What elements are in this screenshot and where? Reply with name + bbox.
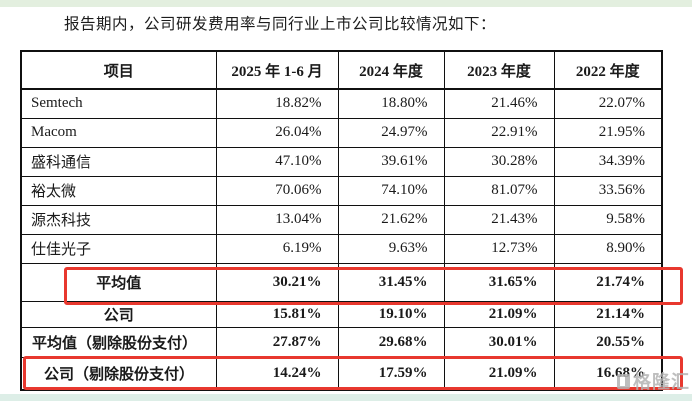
row-value: 24.97% — [337, 117, 445, 148]
table-row-average: 平均值 30.21% 31.45% 31.65% 21.74% — [20, 262, 663, 302]
row-label: Semtech — [20, 88, 217, 119]
row-value: 30.21% — [215, 262, 339, 302]
row-value: 9.63% — [337, 233, 445, 264]
row-value: 70.06% — [215, 175, 339, 206]
row-value: 21.14% — [553, 300, 663, 328]
row-value: 9.58% — [553, 204, 663, 235]
table-row-yutai: 裕太微 70.06% 74.10% 81.07% 33.56% — [20, 175, 663, 206]
bottom-accent-bar — [0, 394, 692, 401]
row-label: 平均值 — [20, 262, 217, 302]
row-label: 仕佳光子 — [20, 233, 217, 264]
row-value: 18.80% — [337, 88, 445, 119]
table-row-shengke: 盛科通信 47.10% 39.61% 30.28% 34.39% — [20, 146, 663, 177]
row-value: 39.61% — [337, 146, 445, 177]
header-cell-2025h1: 2025 年 1-6 月 — [215, 50, 339, 90]
row-value: 30.28% — [443, 146, 555, 177]
header-cell-item: 项目 — [20, 50, 217, 90]
row-value: 14.24% — [215, 356, 339, 391]
row-label: Macom — [20, 117, 217, 148]
table-row-company: 公司 15.81% 19.10% 21.09% 21.14% — [20, 300, 663, 328]
row-value: 22.07% — [553, 88, 663, 119]
row-value: 74.10% — [337, 175, 445, 206]
row-label: 裕太微 — [20, 175, 217, 206]
header-cell-2022: 2022 年度 — [553, 50, 663, 90]
row-value: 18.82% — [215, 88, 339, 119]
table-row-macom: Macom 26.04% 24.97% 22.91% 21.95% — [20, 117, 663, 148]
watermark: 格隆汇 — [617, 368, 690, 394]
row-value: 47.10% — [215, 146, 339, 177]
row-value: 19.10% — [337, 300, 445, 328]
row-value: 21.09% — [443, 356, 555, 391]
watermark-text: 格隆汇 — [633, 372, 690, 392]
row-value: 21.62% — [337, 204, 445, 235]
table-header-row: 项目 2025 年 1-6 月 2024 年度 2023 年度 2022 年度 — [20, 50, 663, 90]
table-row-average-ex-sbc: 平均值（剔除股份支付） 27.87% 29.68% 30.01% 20.55% — [20, 326, 663, 358]
row-value: 21.74% — [553, 262, 663, 302]
row-value: 34.39% — [553, 146, 663, 177]
row-value: 17.59% — [337, 356, 445, 391]
row-value: 27.87% — [215, 326, 339, 358]
row-label: 平均值（剔除股份支付） — [20, 326, 217, 358]
header-cell-2023: 2023 年度 — [443, 50, 555, 90]
gelonghui-logo-icon — [617, 373, 630, 389]
row-value: 16.68% — [553, 356, 663, 391]
table-row-yuanjie: 源杰科技 13.04% 21.62% 21.43% 9.58% — [20, 204, 663, 235]
row-value: 12.73% — [443, 233, 555, 264]
row-value: 21.09% — [443, 300, 555, 328]
row-label: 公司 — [20, 300, 217, 328]
row-label: 源杰科技 — [20, 204, 217, 235]
row-value: 29.68% — [337, 326, 445, 358]
row-value: 30.01% — [443, 326, 555, 358]
row-value: 33.56% — [553, 175, 663, 206]
row-value: 21.46% — [443, 88, 555, 119]
row-value: 26.04% — [215, 117, 339, 148]
row-label: 盛科通信 — [20, 146, 217, 177]
table-row-company-ex-sbc: 公司（剔除股份支付） 14.24% 17.59% 21.09% 16.68% — [20, 356, 663, 391]
row-value: 31.65% — [443, 262, 555, 302]
row-value: 21.95% — [553, 117, 663, 148]
row-value: 31.45% — [337, 262, 445, 302]
row-label: 公司（剔除股份支付） — [20, 356, 217, 391]
rd-expense-comparison-table: 项目 2025 年 1-6 月 2024 年度 2023 年度 2022 年度 … — [20, 50, 663, 391]
row-value: 22.91% — [443, 117, 555, 148]
header-cell-2024: 2024 年度 — [337, 50, 445, 90]
row-value: 20.55% — [553, 326, 663, 358]
row-value: 6.19% — [215, 233, 339, 264]
top-accent-bar — [0, 0, 692, 7]
row-value: 81.07% — [443, 175, 555, 206]
row-value: 21.43% — [443, 204, 555, 235]
page-title: 报告期内，公司研发费用率与同行业上市公司比较情况如下： — [64, 16, 497, 33]
row-value: 13.04% — [215, 204, 339, 235]
table-row-semtech: Semtech 18.82% 18.80% 21.46% 22.07% — [20, 88, 663, 119]
table-container: 项目 2025 年 1-6 月 2024 年度 2023 年度 2022 年度 … — [20, 50, 663, 391]
table-row-shijia: 仕佳光子 6.19% 9.63% 12.73% 8.90% — [20, 233, 663, 264]
row-value: 15.81% — [215, 300, 339, 328]
row-value: 8.90% — [553, 233, 663, 264]
